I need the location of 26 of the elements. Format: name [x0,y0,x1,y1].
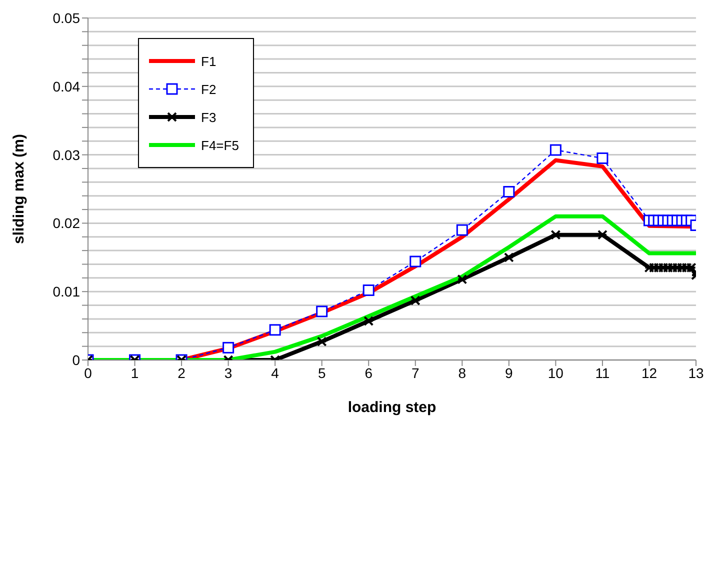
y-tick-label: 0 [72,352,80,368]
x-tick-label: 2 [178,364,186,381]
legend-label: F3 [201,110,216,124]
y-tick-label: 0.03 [52,146,80,163]
x-tick-label: 8 [458,364,466,381]
x-tick-label: 13 [688,364,704,381]
x-tick-label: 4 [271,364,280,381]
x-tick-label: 0 [84,364,92,381]
y-tick-label: 0.01 [52,284,80,300]
y-axis-title: sliding max (m) [10,134,28,244]
x-tick-label: 7 [411,364,420,381]
x-tick-label: 5 [318,364,326,381]
x-axis-title: loading step [348,399,436,416]
y-tick-label: 0.02 [52,215,80,232]
legend-label: F4=F5 [201,138,239,152]
legend-label: F1 [201,54,216,68]
y-tick-label: 0.04 [52,78,80,94]
x-tick-label: 6 [364,364,373,381]
x-tick-label: 12 [641,364,658,381]
legend-label: F2 [201,82,216,96]
x-tick-label: 10 [548,364,564,381]
x-tick-label: 11 [595,364,610,381]
x-tick-label: 3 [224,364,232,381]
x-tick-label: 9 [505,364,514,381]
x-tick-label: 1 [130,364,139,381]
y-tick-label: 0.05 [52,10,80,26]
